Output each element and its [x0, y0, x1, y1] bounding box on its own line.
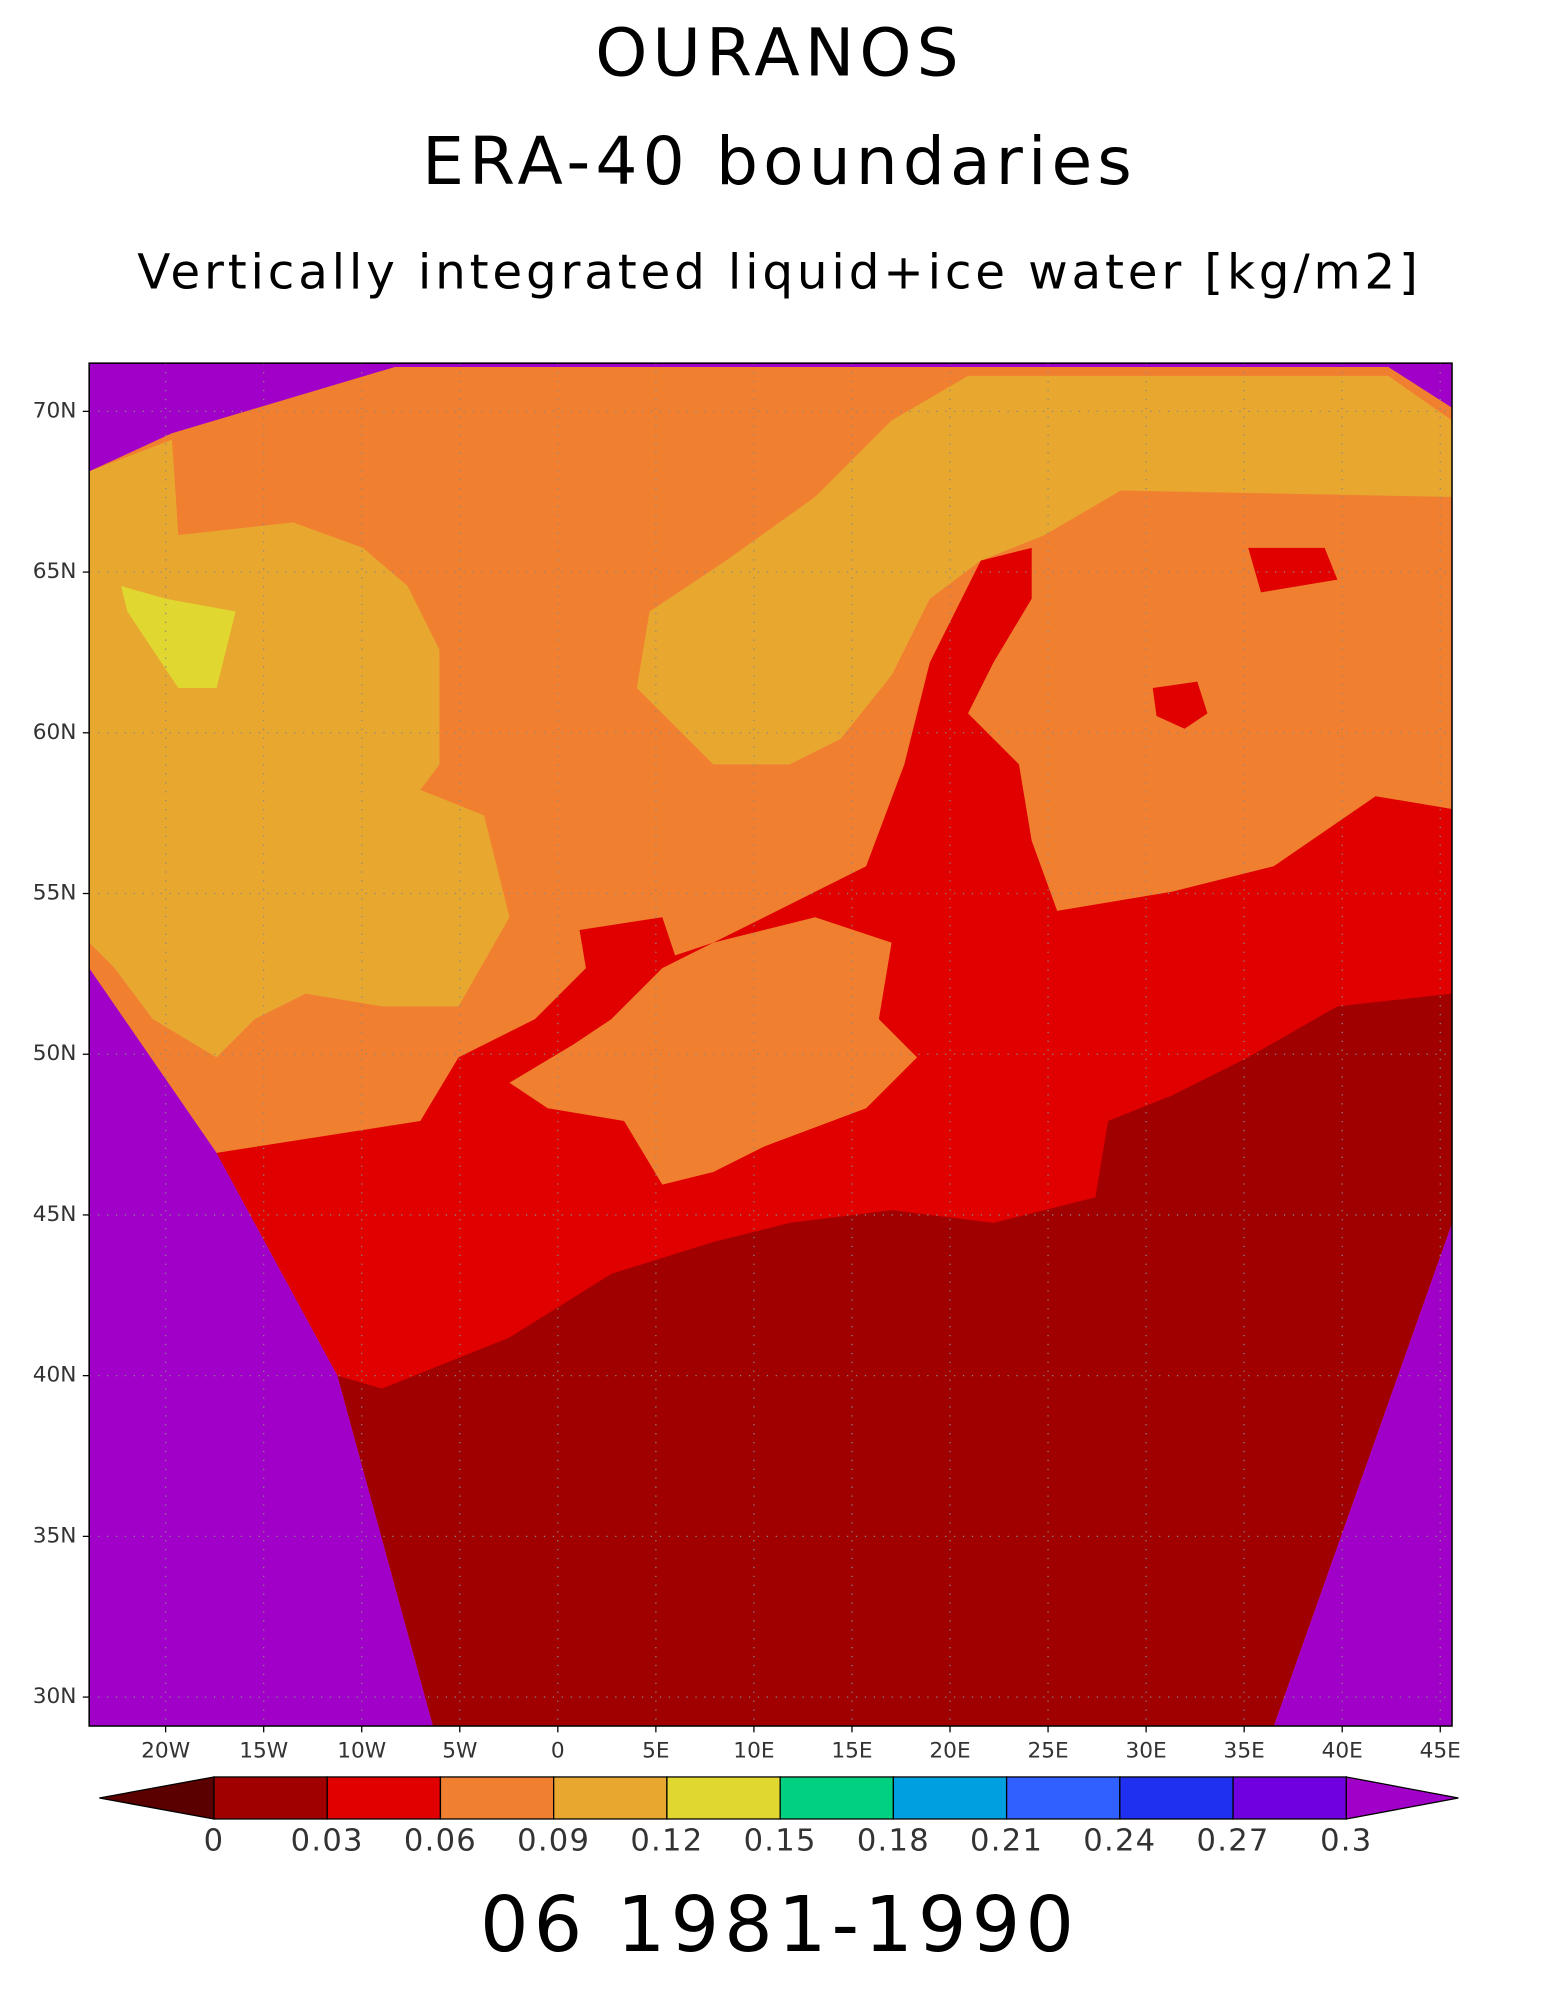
- colorbar-label: 0.18: [857, 1823, 930, 1858]
- colorbar-box: [1005, 1776, 1121, 1820]
- x-tick-label: 0: [551, 1738, 565, 1763]
- colorbar-label: 0.06: [404, 1823, 477, 1858]
- region: [1152, 681, 1208, 729]
- colorbar-label: 0.09: [517, 1823, 590, 1858]
- region: [636, 375, 1453, 765]
- title: OURANOS: [595, 15, 964, 92]
- x-tick-label: 15W: [239, 1738, 288, 1763]
- x-tick-label: 40E: [1322, 1738, 1363, 1763]
- colorbar-label: 0.24: [1083, 1823, 1156, 1858]
- map-frame: [88, 362, 1453, 1727]
- colorbar-box: [892, 1776, 1008, 1820]
- colorbar-box: [326, 1776, 442, 1820]
- x-tick-label: 5E: [642, 1738, 669, 1763]
- y-tick-label: 45N: [33, 1202, 77, 1227]
- region: [121, 586, 236, 688]
- x-tick-label: 45E: [1420, 1738, 1461, 1763]
- colorbar-over: [1345, 1776, 1459, 1820]
- y-tick-label: 35N: [33, 1523, 77, 1548]
- region: [89, 439, 510, 1058]
- colorbar-label: 0: [204, 1823, 225, 1858]
- x-tick-label: 10W: [337, 1738, 386, 1763]
- period: 06 1981-1990: [480, 1881, 1079, 1970]
- x-tick-label: 30E: [1126, 1738, 1167, 1763]
- colorbar-label: 0.15: [744, 1823, 817, 1858]
- y-tick-label: 60N: [33, 720, 77, 745]
- y-tick-label: 70N: [33, 398, 77, 423]
- x-tick-label: 10E: [733, 1738, 774, 1763]
- colorbar-label: 0.03: [291, 1823, 364, 1858]
- y-tick-label: 50N: [33, 1041, 77, 1066]
- colorbar-under: [99, 1776, 215, 1820]
- y-tick-label: 55N: [33, 881, 77, 906]
- x-tick-label: 25E: [1027, 1738, 1068, 1763]
- region: [1248, 547, 1338, 593]
- colorbar-box: [553, 1776, 668, 1820]
- x-tick-label: 5W: [442, 1738, 477, 1763]
- map-field: [89, 363, 1453, 1727]
- colorbar-label: 0.3: [1320, 1823, 1372, 1858]
- region: [337, 993, 1453, 1727]
- y-tick-label: 65N: [33, 559, 77, 584]
- colorbar-label: 0.21: [970, 1823, 1043, 1858]
- colorbar-label: 0.27: [1197, 1823, 1270, 1858]
- x-tick-label: 15E: [831, 1738, 872, 1763]
- subtitle: ERA-40 boundaries: [422, 123, 1137, 200]
- colorbar-box: [439, 1776, 555, 1820]
- colorbar: 0 0.03 0.06 0.09 0.12 0.15 0.18 0.21 0.24 0.27 0.3: [99, 1776, 1459, 1858]
- x-tick-label: 35E: [1224, 1738, 1265, 1763]
- colorbar-box: [213, 1776, 328, 1820]
- variable: Vertically integrated liquid+ice water […: [137, 244, 1422, 300]
- colorbar-box: [1232, 1776, 1347, 1820]
- y-tick-label: 30N: [33, 1684, 77, 1709]
- colorbar-box: [779, 1776, 895, 1820]
- y-tick-label: 40N: [33, 1363, 77, 1388]
- colorbar-box: [666, 1776, 781, 1820]
- x-tick-label: 20E: [929, 1738, 970, 1763]
- axes: 20W 15W 10W 5W 0 5E 10E 15E 20E 25E 30E 35E 40E 45E 30…: [33, 363, 1461, 1763]
- x-tick-label: 20W: [141, 1738, 190, 1763]
- colorbar-label: 0.12: [630, 1823, 703, 1858]
- colorbar-box: [1119, 1776, 1234, 1820]
- region: [509, 917, 918, 1185]
